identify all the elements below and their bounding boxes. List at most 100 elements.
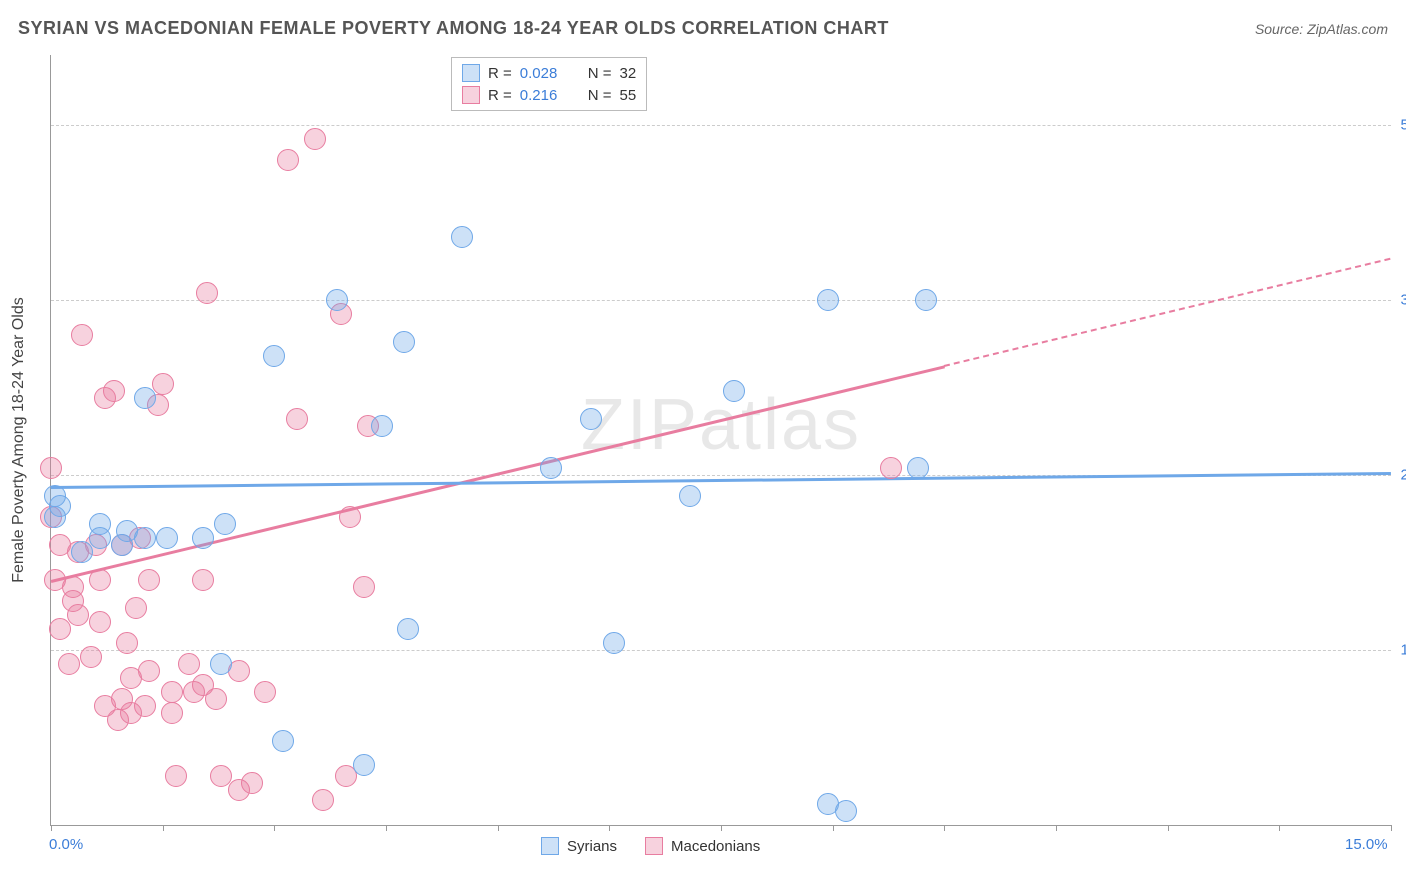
data-point-syrians — [451, 226, 473, 248]
data-point-syrians — [71, 541, 93, 563]
data-point-syrians — [915, 289, 937, 311]
x-tick — [1391, 825, 1392, 831]
data-point-syrians — [49, 495, 71, 517]
data-point-macedonians — [62, 576, 84, 598]
x-tick-label: 0.0% — [49, 836, 83, 853]
data-point-macedonians — [80, 646, 102, 668]
trend-line — [944, 258, 1391, 367]
data-point-macedonians — [196, 282, 218, 304]
x-tick — [274, 825, 275, 831]
y-tick-label: 12.5% — [1393, 642, 1406, 659]
legend-swatch — [462, 86, 480, 104]
data-point-macedonians — [161, 681, 183, 703]
data-point-macedonians — [161, 702, 183, 724]
n-label: N = — [588, 65, 612, 82]
n-value: 32 — [620, 65, 637, 82]
data-point-syrians — [723, 380, 745, 402]
data-point-macedonians — [89, 569, 111, 591]
x-tick — [721, 825, 722, 831]
data-point-macedonians — [116, 632, 138, 654]
legend-label: Macedonians — [671, 838, 760, 855]
data-point-macedonians — [138, 660, 160, 682]
data-point-macedonians — [312, 789, 334, 811]
legend-swatch — [462, 64, 480, 82]
r-value: 0.028 — [520, 65, 566, 82]
x-tick — [51, 825, 52, 831]
data-point-syrians — [134, 387, 156, 409]
n-label: N = — [588, 87, 612, 104]
data-point-macedonians — [192, 569, 214, 591]
data-point-syrians — [89, 513, 111, 535]
x-tick — [386, 825, 387, 831]
legend-row-macedonians: R = 0.216 N = 55 — [462, 84, 636, 106]
data-point-syrians — [272, 730, 294, 752]
data-point-macedonians — [339, 506, 361, 528]
data-point-syrians — [192, 527, 214, 549]
grid-line — [51, 300, 1391, 301]
legend-item-syrians: Syrians — [541, 837, 617, 855]
x-tick — [609, 825, 610, 831]
x-tick — [1168, 825, 1169, 831]
chart-title: SYRIAN VS MACEDONIAN FEMALE POVERTY AMON… — [18, 18, 889, 39]
x-tick — [944, 825, 945, 831]
data-point-syrians — [371, 415, 393, 437]
data-point-macedonians — [353, 576, 375, 598]
data-point-syrians — [540, 457, 562, 479]
data-point-syrians — [580, 408, 602, 430]
data-point-macedonians — [152, 373, 174, 395]
data-point-macedonians — [205, 688, 227, 710]
data-point-syrians — [263, 345, 285, 367]
data-point-macedonians — [134, 695, 156, 717]
data-point-syrians — [353, 754, 375, 776]
series-legend: Syrians Macedonians — [541, 837, 760, 855]
r-value: 0.216 — [520, 87, 566, 104]
x-tick — [833, 825, 834, 831]
data-point-macedonians — [67, 604, 89, 626]
data-point-syrians — [907, 457, 929, 479]
data-point-macedonians — [125, 597, 147, 619]
data-point-macedonians — [138, 569, 160, 591]
legend-item-macedonians: Macedonians — [645, 837, 760, 855]
grid-line — [51, 650, 1391, 651]
data-point-macedonians — [71, 324, 93, 346]
n-value: 55 — [620, 87, 637, 104]
data-point-macedonians — [254, 681, 276, 703]
x-tick — [163, 825, 164, 831]
x-tick — [1056, 825, 1057, 831]
data-point-macedonians — [304, 128, 326, 150]
data-point-syrians — [156, 527, 178, 549]
x-tick — [1279, 825, 1280, 831]
data-point-macedonians — [880, 457, 902, 479]
data-point-macedonians — [165, 765, 187, 787]
x-tick — [498, 825, 499, 831]
data-point-macedonians — [89, 611, 111, 633]
data-point-macedonians — [178, 653, 200, 675]
data-point-syrians — [210, 653, 232, 675]
y-axis-label: Female Poverty Among 18-24 Year Olds — [10, 297, 28, 583]
legend-row-syrians: R = 0.028 N = 32 — [462, 62, 636, 84]
data-point-syrians — [817, 289, 839, 311]
data-point-syrians — [326, 289, 348, 311]
data-point-macedonians — [277, 149, 299, 171]
y-tick-label: 25.0% — [1393, 467, 1406, 484]
source-attribution: Source: ZipAtlas.com — [1255, 21, 1388, 37]
correlation-legend: R = 0.028 N = 32 R = 0.216 N = 55 — [451, 57, 647, 111]
legend-label: Syrians — [567, 838, 617, 855]
data-point-macedonians — [103, 380, 125, 402]
data-point-macedonians — [241, 772, 263, 794]
data-point-syrians — [393, 331, 415, 353]
r-label: R = — [488, 87, 512, 104]
grid-line — [51, 125, 1391, 126]
y-tick-label: 37.5% — [1393, 292, 1406, 309]
data-point-macedonians — [40, 457, 62, 479]
data-point-syrians — [679, 485, 701, 507]
data-point-macedonians — [49, 618, 71, 640]
data-point-syrians — [134, 527, 156, 549]
legend-swatch — [541, 837, 559, 855]
r-label: R = — [488, 65, 512, 82]
y-tick-label: 50.0% — [1393, 117, 1406, 134]
data-point-syrians — [603, 632, 625, 654]
scatter-chart: ZIPatlas R =0.028N =32R =0.216N =55 Syri… — [50, 55, 1391, 826]
data-point-syrians — [214, 513, 236, 535]
trend-line — [51, 365, 945, 582]
